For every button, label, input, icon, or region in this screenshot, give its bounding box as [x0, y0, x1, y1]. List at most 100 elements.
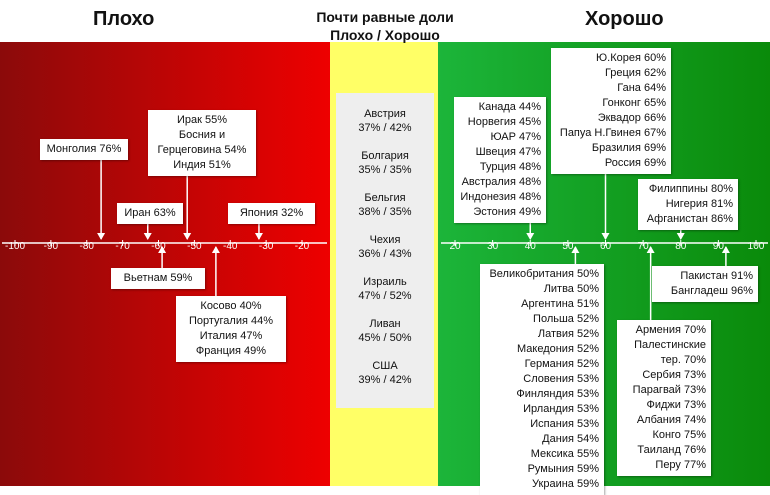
axis-tick-label: -80 — [80, 241, 95, 252]
middle-header-line1: Почти равные доли — [316, 9, 454, 25]
pointer-layer — [97, 160, 730, 320]
axis-tick-label: -50 — [187, 241, 202, 252]
label-line: Македония 52% — [516, 343, 599, 355]
label-line: Сербия 73% — [642, 369, 706, 381]
label-line: Польша 52% — [533, 313, 599, 325]
label-box-pakistan: Пакистан 91% Бангладеш 96% — [652, 266, 758, 302]
label-line: Россия 69% — [604, 157, 666, 169]
label-line: Великобритания 50% — [489, 268, 599, 280]
label-line: Герцеговина 54% — [157, 144, 247, 156]
middle-item-name: Чехия — [369, 234, 401, 246]
label-box-iraq: Ирак 55% Босния и Герцеговина 54% Индия 51% — [148, 110, 256, 176]
label-line: Вьетнам 59% — [123, 272, 193, 284]
pointer-arrow-korea — [601, 233, 610, 240]
axis-tick-label: 90 — [713, 241, 725, 252]
label-line: тер. 70% — [660, 354, 706, 366]
label-line: Ирландия 53% — [523, 403, 599, 415]
middle-item-name: Австрия — [364, 108, 406, 120]
middle-header-line2: Плохо / Хорошо — [330, 27, 440, 43]
label-line: Япония 32% — [239, 207, 304, 219]
bad-header: Плохо — [93, 8, 155, 30]
label-line: Фиджи 73% — [646, 399, 706, 411]
label-box-armenia: Армения 70% Палестинские тер. 70% Сербия 73… — [617, 320, 711, 476]
label-line: Турция 48% — [479, 161, 541, 173]
pointer-arrow-iran — [143, 233, 152, 240]
axis-tick-label: 60 — [600, 241, 612, 252]
middle-item-name: Бельгия — [364, 192, 406, 204]
middle-item: Бельгия 38% / 35% — [336, 191, 434, 219]
middle-item: Израиль 47% / 52% — [336, 275, 434, 303]
label-line: Таиланд 76% — [637, 444, 706, 456]
label-line: Армения 70% — [635, 324, 706, 336]
label-line: Косово 40% — [200, 300, 262, 312]
middle-item-values: 38% / 35% — [358, 206, 412, 218]
middle-item-values: 37% / 42% — [358, 122, 412, 134]
label-line: Босния и — [178, 129, 226, 141]
middle-item-name: Израиль — [363, 276, 407, 288]
pointer-arrow-vietnam — [158, 246, 167, 253]
middle-item-values: 39% / 42% — [358, 374, 412, 386]
label-line: Индонезия 48% — [460, 191, 541, 203]
label-line: Аргентина 51% — [521, 298, 599, 310]
axis-tick-label: -100 — [5, 241, 25, 252]
axis-tick-label: 30 — [487, 241, 499, 252]
label-box-kosovo: Косово 40% Португалия 44% Италия 47% Франци… — [176, 296, 286, 362]
label-line: Латвия 52% — [537, 328, 599, 340]
label-line: Дания 54% — [542, 433, 599, 445]
label-box-canada: Канада 44% Норвегия 45% ЮАР 47% Швеция 47% Т… — [454, 97, 546, 223]
label-line: Швеция 47% — [475, 146, 541, 158]
bad-zone — [0, 42, 330, 486]
label-line: Перу 77% — [655, 459, 706, 471]
axis-tick-label: 70 — [638, 241, 650, 252]
pointer-arrow-japan — [254, 233, 263, 240]
label-line: Ю.Корея 60% — [596, 52, 666, 64]
label-box-korea: Ю.Корея 60% Греция 62% Гана 64% Гонконг 65%… — [551, 48, 671, 174]
label-line: Австралия 48% — [461, 176, 541, 188]
label-line: Канада 44% — [478, 101, 541, 113]
label-line: Финляндия 53% — [516, 388, 599, 400]
middle-item: Болгария 35% / 35% — [336, 149, 434, 177]
axis-tick-label: -90 — [44, 241, 59, 252]
label-box-uk: Великобритания 50% Литва 50% Аргентина 51%… — [480, 264, 604, 495]
label-line: Франция 49% — [195, 345, 267, 357]
middle-item: Австрия 37% / 42% — [336, 107, 434, 135]
label-line: Иран 63% — [124, 207, 176, 219]
axis-tick-label: -70 — [115, 241, 130, 252]
axis-tick-label: 50 — [562, 241, 574, 252]
label-line: Ирак 55% — [176, 114, 228, 126]
axis-tick-label: -40 — [223, 241, 238, 252]
pointer-arrow-armenia — [646, 246, 655, 253]
middle-item: США 39% / 42% — [336, 359, 434, 387]
middle-header: Почти равные доли Плохо / Хорошо — [300, 8, 470, 44]
middle-item-values: 35% / 35% — [358, 164, 412, 176]
axis-tick-label: 80 — [675, 241, 687, 252]
pointer-arrow-philippines — [676, 233, 685, 240]
pointer-arrow-uk — [571, 246, 580, 253]
label-line: Испания 53% — [530, 418, 599, 430]
middle-item: Чехия 36% / 43% — [336, 233, 434, 261]
label-line: Афганистан 86% — [646, 213, 733, 225]
good-header: Хорошо — [585, 8, 664, 30]
label-line: Румыния 59% — [527, 463, 599, 475]
label-line: Конго 75% — [652, 429, 706, 441]
pointer-arrow-mongolia — [97, 233, 106, 240]
label-line: Парагвай 73% — [632, 384, 706, 396]
label-box-iran: Иран 63% — [117, 203, 183, 224]
label-line: ЮАР 47% — [490, 131, 542, 143]
label-line: Украина 59% — [532, 478, 599, 490]
pointer-arrow-iraq — [183, 233, 192, 240]
label-line: Индия 51% — [173, 159, 231, 171]
label-line: Португалия 44% — [188, 315, 274, 327]
label-line: Эстония 49% — [473, 206, 541, 218]
axis-tick-label: 20 — [449, 241, 461, 252]
middle-item-name: Болгария — [361, 150, 409, 162]
label-line: Словения 53% — [523, 373, 599, 385]
label-line: Филиппины 80% — [648, 183, 733, 195]
axis-tick-label: 40 — [525, 241, 537, 252]
axis-tick-label: -60 — [151, 241, 166, 252]
axis-tick-label: -20 — [295, 241, 310, 252]
middle-item-values: 36% / 43% — [358, 248, 412, 260]
axis-tick-label: 100 — [748, 241, 765, 252]
label-line: Монголия 76% — [46, 143, 122, 155]
middle-panel: Австрия 37% / 42% Болгария 35% / 35% Бельгия… — [336, 93, 434, 408]
